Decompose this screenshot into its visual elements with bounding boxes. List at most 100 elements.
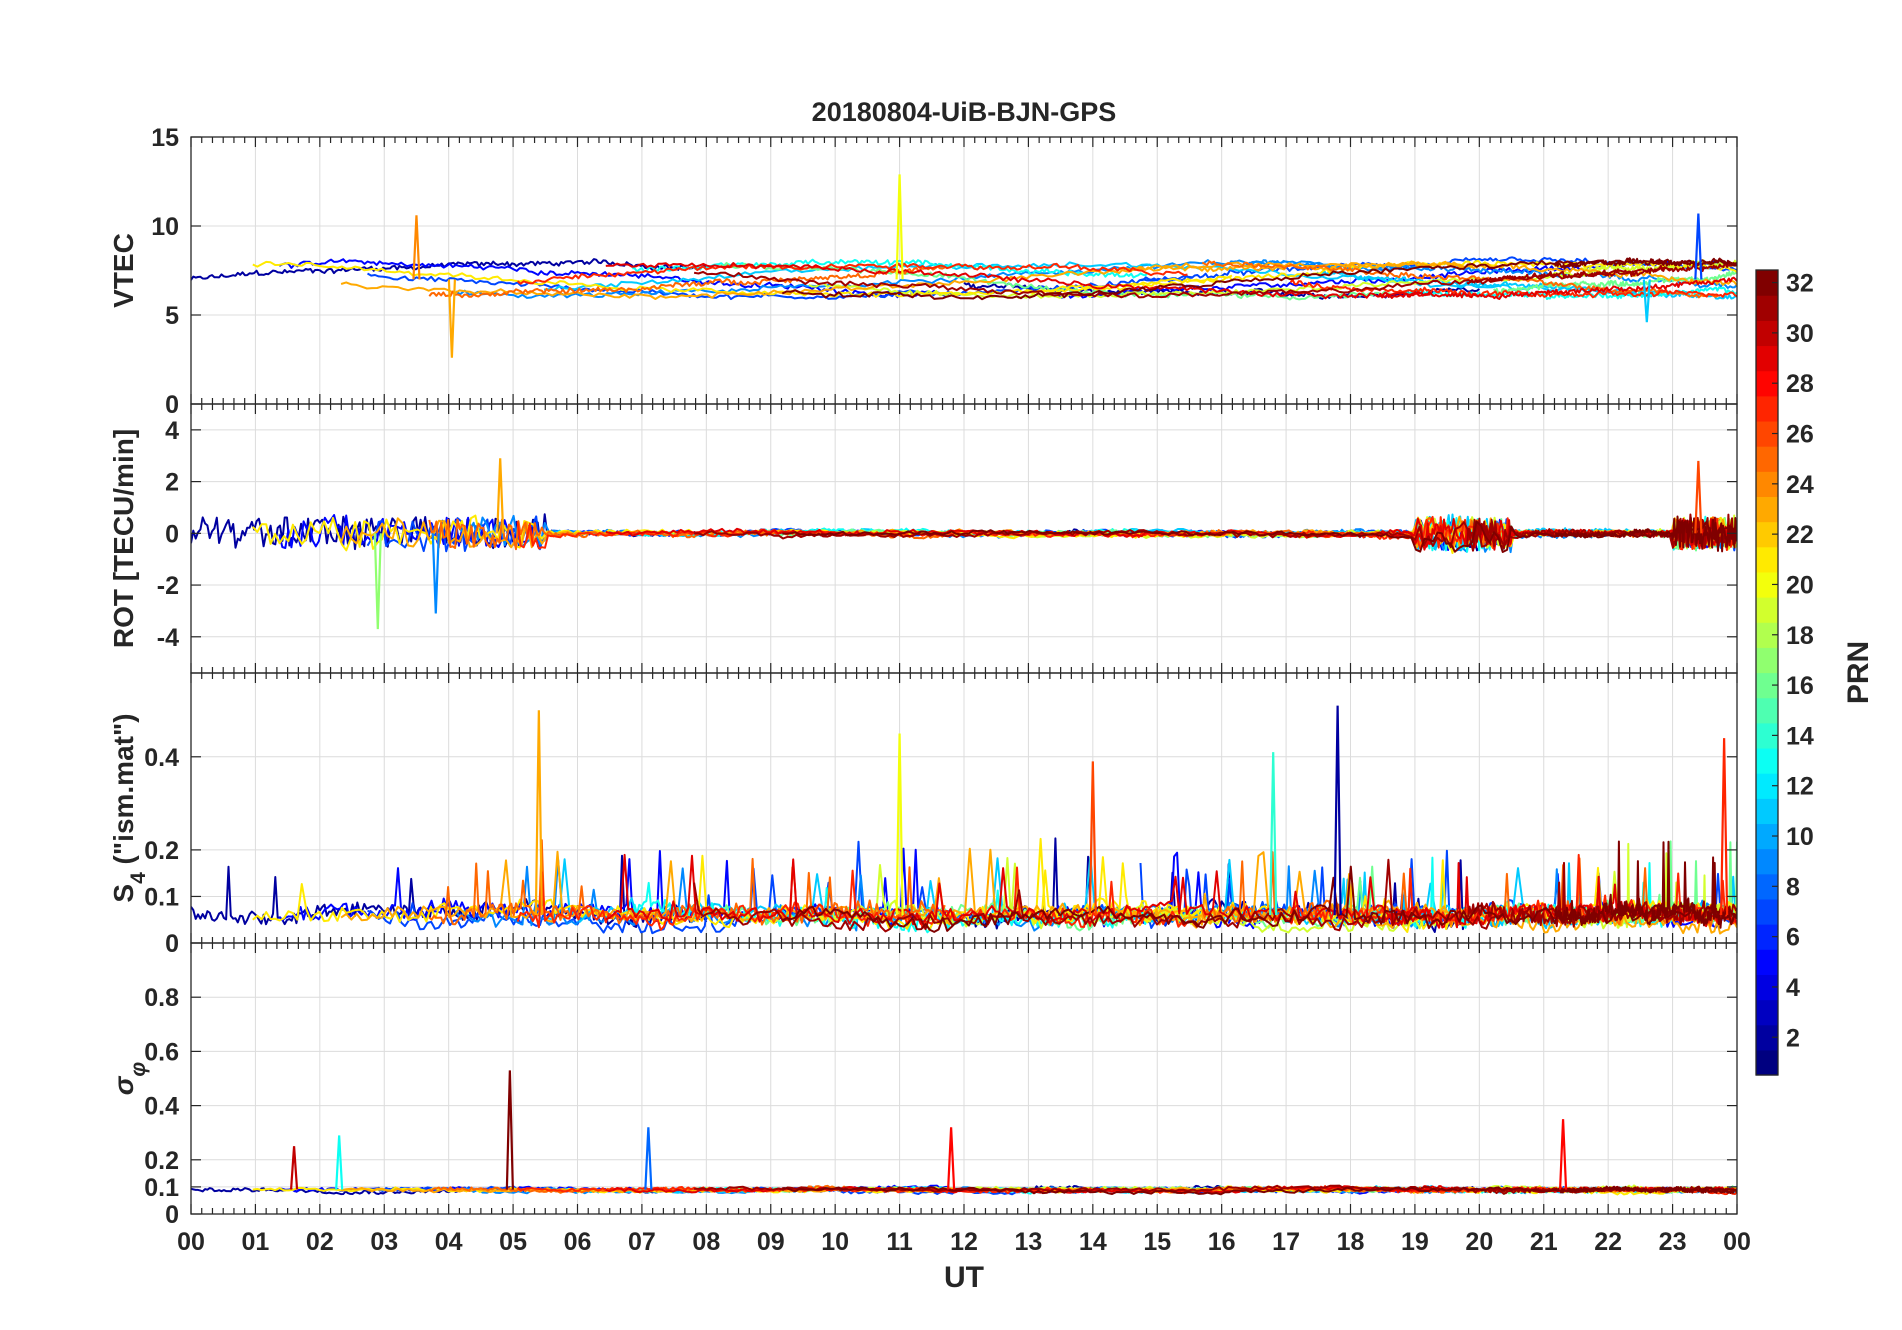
- y-tick-label: 0: [165, 930, 179, 958]
- colorbar-swatch-prn-5: [1756, 949, 1778, 975]
- x-tick-label: 03: [370, 1228, 398, 1256]
- panel-s4: 00.10.20.4S4 ("ism.mat"): [108, 672, 1738, 958]
- colorbar-tick-label: 26: [1786, 421, 1814, 449]
- ylabel-main: σ: [108, 1075, 139, 1095]
- feature-spike-prn-23: [534, 710, 543, 916]
- colorbar-swatch-prn-12: [1756, 773, 1778, 799]
- x-tick-label: 14: [1079, 1228, 1107, 1256]
- panel-rot-traces: [191, 458, 1737, 630]
- feature-spike-prn-28: [1558, 1119, 1568, 1190]
- panel-rot-ylabel: ROT [TECU/min]: [108, 429, 139, 648]
- colorbar-swatch-prn-7: [1756, 898, 1778, 925]
- colorbar-swatch-prn-3: [1756, 999, 1778, 1026]
- colorbar-swatch-prn-16: [1756, 672, 1778, 699]
- colorbar-swatch-prn-20: [1756, 571, 1778, 598]
- colorbar-swatch-prn-17: [1756, 647, 1778, 674]
- series-trace-prn-23: [340, 261, 1476, 300]
- x-tick-label: 00: [177, 1228, 205, 1256]
- y-tick-label: 0: [165, 1201, 179, 1229]
- colorbar-swatch-prn-27: [1756, 395, 1778, 422]
- ylabel-sub: φ: [127, 1062, 150, 1077]
- feature-spike-prn-23: [447, 279, 456, 358]
- colorbar-swatch-prn-24: [1756, 471, 1778, 498]
- colorbar-tick-label: 6: [1786, 924, 1800, 952]
- colorbar-swatch-prn-29: [1756, 345, 1778, 372]
- x-tick-label: 02: [306, 1228, 334, 1256]
- colorbar-swatch-prn-30: [1756, 320, 1778, 347]
- x-tick-label: 18: [1337, 1228, 1365, 1256]
- x-tick-label: 12: [950, 1228, 978, 1256]
- series-trace-prn-32: [1554, 840, 1737, 929]
- y-tick-label: 10: [151, 213, 179, 241]
- x-axis-label: UT: [944, 1261, 984, 1294]
- y-tick-label: 0.2: [144, 1147, 179, 1175]
- series-trace-prn-25: [428, 265, 946, 299]
- colorbar-tick-label: 8: [1786, 873, 1800, 901]
- feature-spike-prn-26: [1694, 460, 1703, 534]
- colorbar-tick-label: 24: [1786, 471, 1814, 499]
- panel-sigma-traces: [191, 1070, 1737, 1196]
- colorbar-swatch-prn-23: [1756, 496, 1778, 523]
- colorbar-swatch-prn-11: [1756, 798, 1778, 825]
- x-tick-label: 15: [1143, 1228, 1171, 1256]
- x-tick-label: 11: [886, 1228, 913, 1256]
- feature-spike-prn-30: [289, 1146, 299, 1190]
- y-tick-label: 0.2: [144, 837, 179, 865]
- ylabel-sub: 4: [127, 872, 150, 884]
- colorbar-swatch-prn-2: [1756, 1024, 1778, 1051]
- panel-sigma: 00.10.2 0.4 0.6 0.8 σφ: [108, 942, 1738, 1229]
- y-tick-label: 0.8: [144, 984, 179, 1012]
- x-tick-label: 01: [242, 1228, 270, 1256]
- x-tick-label: 21: [1530, 1228, 1558, 1256]
- series-trace-prn-21: [252, 837, 1233, 931]
- series-trace-prn-11: [1316, 270, 1737, 300]
- colorbar-swatch-prn-19: [1756, 597, 1778, 623]
- ylabel-rest: ("ism.mat"): [108, 713, 139, 872]
- feature-spike-prn-11: [1642, 279, 1651, 323]
- series-trace-prn-29: [605, 262, 1431, 300]
- x-tick-label: 05: [499, 1228, 527, 1256]
- feature-spike-prn-27: [1720, 738, 1729, 916]
- y-tick-label: 4: [165, 417, 179, 445]
- series-trace-prn-21: [252, 260, 1233, 298]
- feature-spike-prn-2: [1333, 705, 1342, 916]
- series-trace-prn-32: [782, 520, 1737, 553]
- series-trace-prn-2: [191, 854, 708, 928]
- colorbar-swatch-prn-25: [1756, 446, 1778, 472]
- x-tick-label: 07: [628, 1228, 656, 1256]
- chart-title: 20180804-UiB-BJN-GPS: [812, 97, 1117, 127]
- x-tick-label: 23: [1659, 1228, 1687, 1256]
- x-tick-label: 04: [435, 1228, 463, 1256]
- series-trace-prn-25: [428, 839, 946, 926]
- ylabel-main: S: [108, 884, 139, 903]
- series-trace-prn-25: [1201, 260, 1719, 299]
- colorbar-tick-label: 32: [1786, 270, 1814, 298]
- y-tick-label: 15: [151, 124, 179, 152]
- x-tick-label: 16: [1208, 1228, 1236, 1256]
- y-tick-label: -2: [157, 572, 179, 600]
- colorbar-swatch-prn-13: [1756, 747, 1778, 774]
- feature-spike-prn-17: [373, 533, 382, 630]
- panel-rot: -4 -2 0 2 4 ROT [TECU/min]: [108, 403, 1738, 674]
- y-tick-label: 0: [165, 391, 179, 419]
- x-tick-label: 19: [1401, 1228, 1429, 1256]
- colorbar-swatch-prn-14: [1756, 722, 1778, 749]
- colorbar-swatch-prn-32: [1756, 270, 1778, 296]
- feature-spike-prn-20: [895, 174, 904, 280]
- feature-spike-prn-24: [412, 215, 421, 280]
- series-trace-prn-32: [1554, 257, 1737, 270]
- colorbar-tick-label: 22: [1786, 521, 1814, 549]
- colorbar-swatch-prn-15: [1756, 697, 1778, 724]
- feature-spike-prn-23: [496, 458, 505, 534]
- feature-spike-prn-9: [431, 533, 440, 614]
- colorbar-tick-label: 12: [1786, 773, 1814, 801]
- colorbar-tick-label: 14: [1786, 722, 1814, 750]
- colorbar-frame: [1755, 269, 1779, 1076]
- series-trace-prn-7: [367, 272, 1193, 301]
- colorbar-tick-label: 4: [1786, 974, 1800, 1002]
- feature-spike-prn-28: [947, 1127, 956, 1190]
- feature-spike-prn-26: [1088, 761, 1097, 916]
